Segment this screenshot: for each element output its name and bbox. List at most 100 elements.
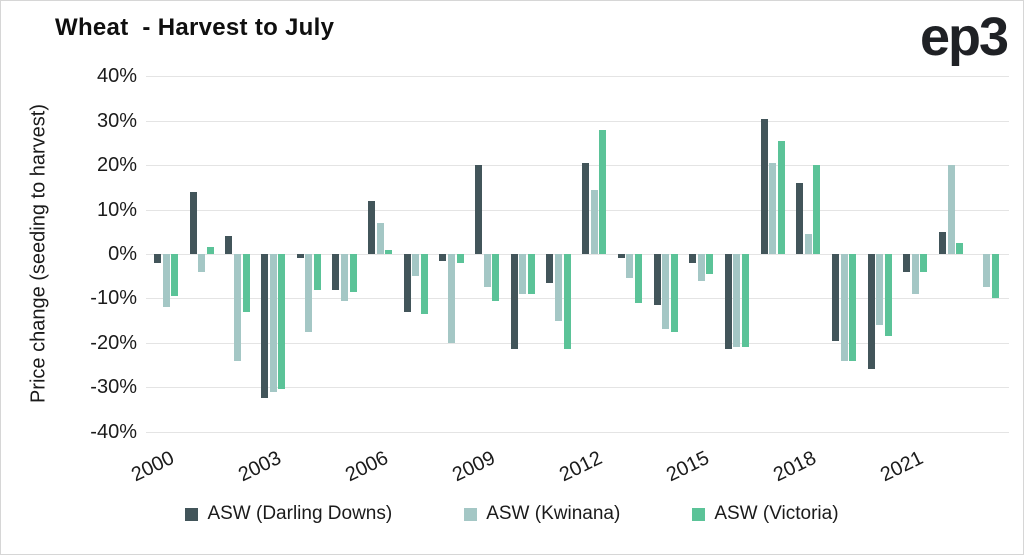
bar-2020-asw-victoria — [884, 254, 892, 337]
bar-2012-asw-victoria — [599, 129, 607, 254]
y-tick-label: 0% — [108, 243, 137, 265]
bar-2020-asw-darling-downs — [867, 254, 875, 370]
bar-2019-asw-victoria — [849, 254, 857, 361]
bar-2022-asw-victoria — [956, 242, 964, 254]
bar-2005-asw-darling-downs — [332, 254, 340, 290]
y-tick-label: -10% — [90, 287, 137, 310]
gridline-0 — [146, 254, 1009, 255]
bar-2012-asw-darling-downs — [582, 162, 590, 254]
gridline-40 — [146, 76, 1009, 78]
legend-item-asw-kwinana: ASW (Kwinana) — [464, 503, 620, 525]
gridline--10 — [146, 298, 1009, 300]
bar-2019-asw-kwinana — [840, 254, 848, 361]
gridline--40 — [146, 431, 1009, 433]
gridline--20 — [146, 342, 1009, 344]
x-tick-label-2018: 2018 — [770, 447, 821, 487]
bar-2017-asw-kwinana — [769, 162, 777, 254]
y-tick-label: -30% — [90, 376, 137, 399]
bar-2003-asw-kwinana — [269, 254, 277, 392]
bar-2021-asw-kwinana — [911, 254, 919, 294]
legend-swatch — [692, 507, 706, 521]
bar-2011-asw-victoria — [563, 254, 571, 350]
bar-2011-asw-darling-downs — [546, 254, 554, 283]
bar-2008-asw-darling-downs — [439, 254, 447, 261]
bar-2007-asw-kwinana — [412, 254, 420, 277]
x-tick-label-2012: 2012 — [556, 447, 607, 487]
y-tick-label: 10% — [96, 198, 137, 221]
bar-2021-asw-victoria — [920, 254, 928, 272]
bar-2006-asw-victoria — [385, 249, 393, 254]
bar-2022-asw-kwinana — [947, 165, 955, 254]
gridline-20 — [146, 165, 1009, 167]
x-tick-label-2021: 2021 — [877, 447, 928, 487]
bar-2000-asw-kwinana — [162, 254, 170, 308]
legend-label: ASW (Kwinana) — [486, 503, 621, 524]
bar-2003-asw-victoria — [278, 254, 286, 390]
bar-2015-asw-kwinana — [697, 254, 705, 281]
y-axis-title: Price change (seeding to harvest) — [27, 103, 50, 404]
bar-2000-asw-darling-downs — [154, 254, 161, 263]
bar-2012-asw-kwinana — [590, 189, 598, 254]
bar-2006-asw-kwinana — [376, 222, 384, 254]
bar-2010-asw-darling-downs — [510, 254, 518, 350]
bar-2008-asw-victoria — [456, 254, 464, 263]
bar-2002-asw-darling-downs — [225, 236, 233, 254]
bar-2020-asw-kwinana — [876, 254, 884, 326]
bar-2001-asw-victoria — [206, 247, 214, 254]
bar-2001-asw-darling-downs — [189, 191, 197, 254]
y-tick-label: 20% — [96, 154, 137, 177]
y-tick-label: 30% — [96, 109, 137, 132]
bar-2008-asw-kwinana — [448, 254, 456, 343]
bar-2023-asw-victoria — [991, 254, 999, 299]
bar-2010-asw-kwinana — [519, 254, 527, 294]
bar-2004-asw-darling-downs — [296, 254, 304, 259]
chart-title: Wheat - Harvest to July — [55, 14, 335, 41]
bar-2013-asw-darling-downs — [617, 254, 625, 259]
gridline-10 — [146, 209, 1009, 211]
bar-2023-asw-kwinana — [983, 254, 991, 288]
bar-2014-asw-victoria — [670, 254, 678, 332]
bar-2015-asw-victoria — [706, 254, 714, 274]
x-tick-label-2006: 2006 — [342, 447, 392, 487]
bar-2021-asw-darling-downs — [903, 254, 911, 272]
y-tick-label: -20% — [90, 331, 137, 354]
legend-item-asw-victoria: ASW (Victoria) — [692, 503, 839, 525]
bar-2005-asw-victoria — [349, 254, 357, 292]
bar-2007-asw-victoria — [420, 254, 428, 314]
bar-2007-asw-darling-downs — [403, 254, 411, 312]
bar-2009-asw-victoria — [492, 254, 500, 301]
bar-2016-asw-darling-downs — [724, 254, 732, 350]
gridline-30 — [146, 120, 1009, 122]
x-tick-label-2009: 2009 — [449, 447, 499, 487]
bar-2003-asw-darling-downs — [261, 254, 269, 399]
legend-swatch — [464, 507, 478, 521]
gridline--30 — [146, 387, 1009, 389]
bar-2016-asw-kwinana — [733, 254, 741, 348]
bar-2019-asw-darling-downs — [831, 254, 839, 341]
bar-2015-asw-darling-downs — [689, 254, 697, 263]
legend-item-asw-darling-downs: ASW (Darling Downs) — [185, 503, 392, 525]
ep3-logo: ep3 — [919, 7, 1009, 67]
bar-2013-asw-victoria — [635, 254, 643, 303]
bar-2001-asw-kwinana — [198, 254, 206, 272]
x-tick-label-2003: 2003 — [235, 447, 285, 487]
bar-2018-asw-victoria — [813, 165, 821, 254]
y-tick-label: 40% — [96, 65, 137, 88]
bar-2002-asw-victoria — [242, 254, 250, 312]
x-tick-label-2015: 2015 — [663, 447, 714, 487]
bar-2010-asw-victoria — [528, 254, 535, 294]
bar-2000-asw-victoria — [171, 254, 179, 297]
legend: ASW (Darling Downs) ASW (Kwinana) ASW (Vic… — [1, 503, 1023, 525]
bar-2005-asw-kwinana — [341, 254, 348, 301]
bar-2017-asw-darling-downs — [760, 118, 768, 254]
bar-2018-asw-kwinana — [804, 234, 812, 254]
bar-2017-asw-victoria — [777, 140, 785, 254]
bar-2014-asw-kwinana — [662, 254, 670, 330]
bar-2006-asw-darling-downs — [368, 200, 376, 254]
legend-label: ASW (Darling Downs) — [207, 503, 393, 524]
bar-2004-asw-kwinana — [305, 254, 313, 332]
x-tick-label-2000: 2000 — [128, 447, 178, 487]
bar-2018-asw-darling-downs — [796, 182, 804, 254]
bar-2002-asw-kwinana — [233, 254, 241, 361]
